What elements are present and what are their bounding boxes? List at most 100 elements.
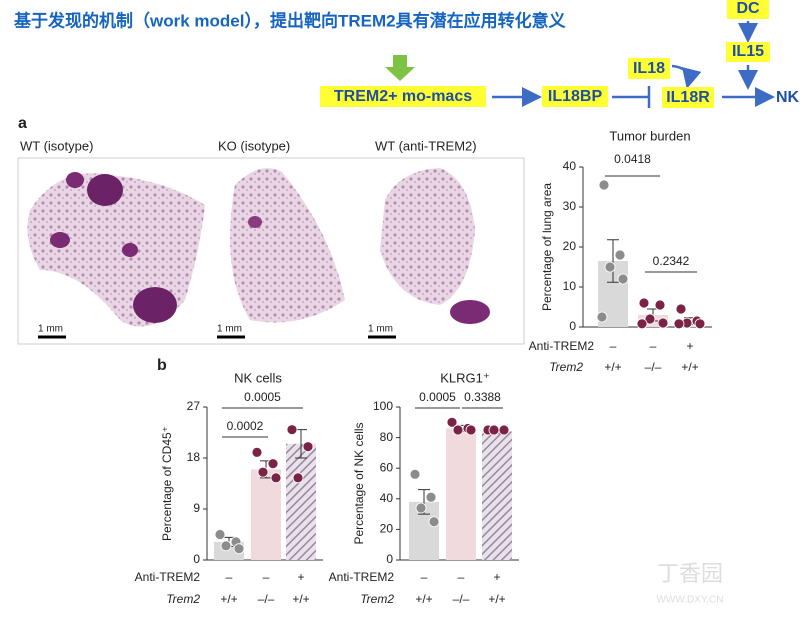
- row-label: –/–: [645, 360, 662, 374]
- y-tick-label: 30: [563, 199, 577, 213]
- chart-title: Tumor burden: [609, 128, 690, 143]
- row-label: –: [650, 339, 657, 353]
- row-label: +/+: [415, 592, 432, 606]
- scale-label: 1 mm: [217, 324, 242, 335]
- p-value: 0.3388: [464, 390, 501, 404]
- row-label: –: [458, 570, 465, 584]
- data-point: [292, 472, 304, 484]
- y-tick-label: 0: [193, 552, 200, 566]
- data-point: [220, 540, 232, 552]
- row-name: Anti-TREM2: [329, 570, 395, 584]
- data-point: [257, 466, 269, 478]
- y-tick-label: 20: [380, 522, 394, 536]
- tumor: [66, 172, 84, 188]
- y-tick-label: 60: [380, 460, 394, 474]
- image-label: KO (isotype): [218, 138, 290, 153]
- chart-title: NK cells: [234, 370, 282, 385]
- data-point: [415, 502, 427, 514]
- data-point: [270, 472, 282, 484]
- node-bg: [727, 0, 769, 19]
- y-tick-label: 27: [187, 399, 201, 413]
- bar: [286, 443, 316, 560]
- node-bg: [628, 58, 670, 79]
- tumor: [122, 243, 138, 257]
- data-point: [604, 261, 616, 273]
- p-value: 0.0005: [419, 390, 456, 404]
- data-point: [673, 318, 685, 330]
- node: IL15: [732, 43, 764, 60]
- tumor: [248, 216, 262, 228]
- data-point: [233, 543, 245, 555]
- tumor: [450, 300, 490, 324]
- row-label: –/–: [453, 592, 470, 606]
- row-label: +/+: [604, 360, 621, 374]
- row-label: –/–: [258, 592, 275, 606]
- panel-label: b: [157, 357, 167, 374]
- arrow: [671, 64, 702, 89]
- data-point: [428, 516, 440, 528]
- y-tick-label: 9: [193, 501, 200, 515]
- data-point: [498, 424, 510, 436]
- watermark: WWW.DXY.CN: [656, 595, 723, 606]
- row-label: +: [297, 570, 304, 584]
- data-point: [638, 297, 650, 309]
- row-label: +: [686, 339, 693, 353]
- data-point: [654, 299, 666, 311]
- row-name: Trem2: [166, 592, 200, 606]
- row-label: –: [421, 570, 428, 584]
- chart-title: KLRG1⁺: [440, 370, 490, 385]
- watermark: 丁香园: [657, 561, 723, 586]
- row-label: –: [610, 339, 617, 353]
- y-tick-label: 10: [563, 279, 577, 293]
- scale-label: 1 mm: [368, 324, 393, 335]
- node-bg: [726, 42, 770, 62]
- data-point: [614, 249, 626, 261]
- node-bg: [320, 86, 486, 107]
- data-point: [267, 458, 279, 470]
- tissue: [380, 168, 475, 305]
- green-arrow: [385, 55, 415, 81]
- p-value: 0.0005: [244, 390, 281, 404]
- node-bg: [662, 87, 714, 108]
- tumor: [50, 232, 70, 248]
- y-tick-label: 0: [569, 319, 576, 333]
- row-label: +/+: [220, 592, 237, 606]
- row-label: +: [493, 570, 500, 584]
- data-point: [302, 441, 314, 453]
- y-tick-label: 80: [380, 430, 394, 444]
- slide-title: 基于发现的机制（work model），提出靶向TREM2具有潜在应用转化意义: [13, 10, 566, 30]
- node: TREM2+ mo-macs: [334, 88, 472, 105]
- row-name: Trem2: [360, 592, 394, 606]
- error-bar: [607, 239, 619, 283]
- p-value: 0.0002: [227, 419, 264, 433]
- row-name: Trem2: [549, 360, 583, 374]
- tumor: [87, 174, 123, 206]
- node: IL18BP: [548, 88, 603, 105]
- data-point: [286, 424, 298, 436]
- row-label: +/+: [681, 360, 698, 374]
- panel-label: a: [18, 115, 27, 132]
- y-axis-label: Percentage of lung area: [540, 183, 554, 311]
- data-point: [425, 491, 437, 503]
- p-value: 0.0418: [614, 152, 651, 166]
- data-point: [214, 529, 226, 540]
- row-name: Anti-TREM2: [529, 339, 595, 353]
- y-tick-label: 0: [386, 552, 393, 566]
- data-point: [465, 424, 477, 436]
- data-point: [636, 318, 648, 330]
- data-point: [409, 468, 421, 480]
- row-label: –: [263, 570, 270, 584]
- data-point: [251, 446, 263, 458]
- row-label: –: [226, 570, 233, 584]
- data-point: [694, 318, 706, 330]
- data-point: [488, 424, 500, 436]
- y-tick-label: 40: [563, 159, 577, 173]
- y-tick-label: 100: [373, 399, 393, 413]
- data-point: [446, 416, 458, 428]
- data-point: [617, 273, 629, 285]
- data-point: [598, 179, 610, 191]
- data-point: [675, 303, 687, 315]
- bar: [251, 469, 281, 560]
- bar: [482, 431, 512, 560]
